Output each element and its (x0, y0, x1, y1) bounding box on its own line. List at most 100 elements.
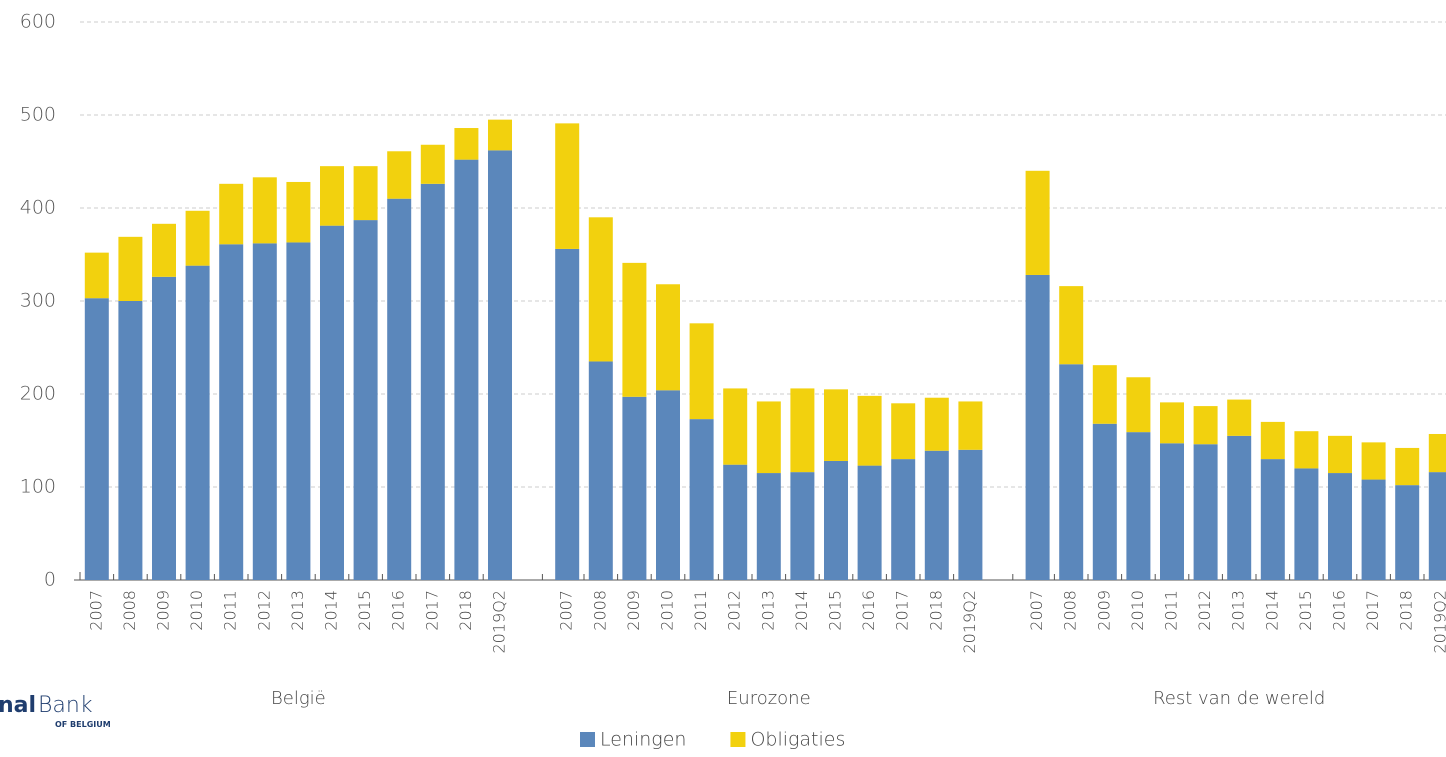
bar-segment (1428, 433, 1446, 473)
x-tick-label: 2019Q2 (1430, 590, 1446, 654)
bar-segment (84, 252, 109, 299)
bar-segment (790, 472, 815, 580)
bar-segment (1025, 274, 1050, 580)
x-tick-label: 2008 (590, 590, 609, 631)
x-tick-label: 2017 (422, 590, 441, 631)
x-tick-label: 2011 (221, 590, 240, 631)
bar-segment (958, 449, 983, 580)
bar-segment (185, 265, 210, 580)
bar-segment (454, 128, 479, 160)
x-tick-label: 2016 (1330, 590, 1349, 631)
bar-segment (1328, 473, 1352, 580)
bar-segment (790, 388, 815, 473)
legend-swatch (730, 732, 746, 747)
bar-segment (656, 390, 680, 580)
x-tick-label: 2008 (1061, 590, 1080, 631)
x-tick-label: 2012 (254, 590, 273, 631)
bar-segment (588, 217, 613, 362)
bar-segment (622, 396, 647, 580)
bar-segment (1227, 399, 1252, 436)
bar-segment (320, 166, 344, 226)
bar-segment (387, 151, 412, 199)
bar-segment (152, 223, 176, 277)
bar-segment (891, 403, 916, 460)
bar-segment (1059, 364, 1084, 580)
bar-segment (118, 301, 143, 580)
bar-segment (622, 262, 647, 397)
bar-segment (824, 460, 848, 580)
bar-segment (1126, 432, 1151, 580)
x-tick-label: 2012 (1195, 590, 1214, 631)
bar-segment (1361, 479, 1386, 580)
x-tick-label: 2009 (154, 590, 173, 631)
x-tick-label: 2010 (1128, 590, 1147, 631)
bar-segment (1260, 421, 1285, 460)
legend-label: Obligaties (750, 729, 845, 751)
x-tick-label: 2015 (1296, 590, 1315, 631)
bar-segment (1193, 444, 1218, 580)
bar-segment (756, 473, 781, 580)
x-tick-label: 2013 (288, 590, 307, 631)
logo-sub: OF BELGIUM (55, 720, 111, 729)
group-label: Rest van de wereld (1153, 688, 1325, 709)
legend-label: Leningen (600, 729, 686, 751)
bar-segment (723, 388, 748, 465)
y-tick-label: 0 (44, 569, 56, 591)
x-tick-label: 2009 (624, 590, 643, 631)
bar-segment (219, 183, 244, 245)
group-label: Eurozone (727, 688, 811, 709)
bar-segment (286, 242, 311, 580)
bar-segment (588, 361, 613, 580)
x-tick-label: 2007 (86, 590, 105, 631)
bar-segment (1025, 170, 1050, 275)
bar-segment (219, 244, 244, 580)
bar-segment (857, 395, 882, 466)
bar-segment (488, 119, 512, 151)
x-tick-label: 2016 (389, 590, 408, 631)
bar-segment (252, 243, 277, 580)
bar-segment (320, 225, 344, 581)
bar-segment (1294, 468, 1319, 580)
x-tick-label: 2018 (456, 590, 475, 631)
x-tick-label: 2012 (725, 590, 744, 631)
group-label: België (271, 688, 326, 709)
x-tick-label: 2017 (893, 590, 912, 631)
bar-segment (286, 181, 311, 243)
x-tick-label: 2010 (658, 590, 677, 631)
x-tick-label: 2008 (120, 590, 139, 631)
x-tick-label: 2017 (1363, 590, 1382, 631)
bar-segment (555, 123, 580, 249)
bar-segment (656, 284, 680, 391)
x-tick-label: 2018 (926, 590, 945, 631)
bar-segment (1294, 431, 1319, 469)
bar-segment (1395, 485, 1420, 580)
bar-segment (454, 159, 479, 580)
bar-segment (185, 210, 210, 266)
bar-segment (1059, 286, 1084, 365)
bar-segment (1092, 365, 1117, 424)
x-tick-label: 2014 (792, 590, 811, 631)
bar-segment (723, 464, 748, 580)
bar-segment (756, 401, 781, 474)
bar-segment (1126, 377, 1151, 433)
y-tick-label: 200 (20, 383, 56, 405)
x-tick-label: 2019Q2 (960, 590, 979, 654)
bar-segment (1227, 435, 1252, 580)
x-tick-label: 2013 (758, 590, 777, 631)
y-tick-label: 500 (20, 104, 56, 126)
x-tick-label: 2015 (826, 590, 845, 631)
x-tick-label: 2010 (187, 590, 206, 631)
x-tick-label: 2007 (1027, 590, 1046, 631)
bar-segment (857, 465, 882, 580)
bar-segment (1193, 406, 1218, 445)
bar-segment (387, 198, 412, 580)
bar-segment (1260, 459, 1285, 580)
x-tick-label: 2007 (557, 590, 576, 631)
bar-segment (1160, 443, 1184, 580)
bar-segment (1395, 447, 1420, 486)
x-tick-label: 2016 (859, 590, 878, 631)
bar-segment (1328, 435, 1352, 474)
bar-segment (420, 183, 445, 580)
bar-segment (1092, 423, 1117, 580)
